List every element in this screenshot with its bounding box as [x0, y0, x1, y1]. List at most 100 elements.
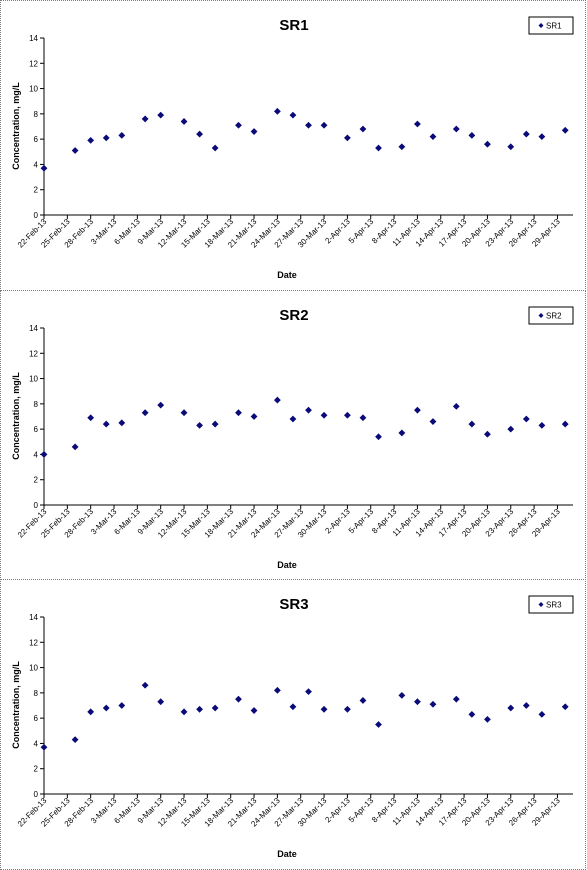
- data-point: [250, 707, 258, 714]
- x-axis-label: Date: [277, 560, 297, 570]
- data-point: [414, 406, 421, 414]
- y-tick-label: 14: [29, 34, 38, 43]
- y-tick-label: 12: [29, 59, 38, 68]
- data-point: [398, 143, 406, 151]
- legend-box: [528, 306, 574, 325]
- legend-marker-icon: [538, 23, 544, 28]
- y-tick-label: 8: [34, 110, 39, 119]
- data-point: [522, 130, 530, 138]
- data-point: [273, 396, 281, 404]
- x-axis-label: Date: [277, 270, 297, 280]
- data-point: [320, 411, 328, 419]
- chart-svg-2: SR20246810121422-Feb-1325-Feb-1328-Feb-1…: [11, 306, 574, 570]
- y-tick-label: 4: [34, 739, 39, 748]
- data-point: [484, 716, 491, 723]
- legend-label: SR2: [546, 312, 562, 321]
- data-point: [157, 401, 165, 409]
- data-point: [141, 409, 149, 417]
- y-tick-label: 4: [34, 450, 39, 459]
- data-point: [196, 421, 203, 429]
- y-tick-label: 10: [29, 85, 38, 94]
- data-point: [538, 710, 546, 718]
- data-point: [196, 705, 203, 713]
- data-point: [235, 121, 242, 129]
- data-point: [196, 130, 203, 138]
- legend-marker-icon: [538, 602, 544, 607]
- data-point: [452, 402, 460, 410]
- data-point: [343, 411, 351, 419]
- data-point: [452, 125, 460, 133]
- data-point: [273, 107, 281, 115]
- data-point: [157, 698, 165, 706]
- y-tick-label: 6: [34, 425, 39, 434]
- data-point: [157, 111, 165, 119]
- y-axis-label: Concentration, mg/L: [11, 82, 21, 170]
- data-point: [522, 702, 530, 709]
- data-point: [87, 137, 95, 144]
- data-point: [343, 705, 351, 713]
- chart-panel-3: SR3 0 2 4 6 8 10 12 14 22-Feb-13 25-Feb-13 28-Feb-1…: [0, 579, 586, 870]
- data-point: [429, 700, 437, 708]
- y-tick-label: 6: [34, 714, 39, 723]
- data-point: [180, 118, 188, 125]
- y-tick-label: 12: [29, 638, 38, 647]
- data-point: [211, 144, 219, 152]
- data-point: [102, 420, 110, 428]
- data-point: [250, 128, 258, 135]
- data-point: [211, 704, 219, 712]
- data-point: [250, 413, 258, 420]
- data-point: [375, 721, 382, 728]
- data-point: [484, 430, 491, 438]
- data-point: [561, 703, 569, 711]
- data-point: [398, 691, 406, 699]
- data-point: [320, 705, 328, 713]
- data-point: [414, 120, 421, 128]
- data-point: [289, 111, 297, 119]
- y-tick-label: 0: [34, 501, 39, 510]
- chart-title: SR1: [279, 17, 308, 34]
- data-point: [289, 703, 297, 711]
- y-tick-label: 8: [34, 400, 39, 409]
- x-axis-label: Date: [277, 849, 297, 859]
- data-point: [40, 743, 48, 751]
- chart-svg-3: SR30246810121422-Feb-1325-Feb-1328-Feb-1…: [11, 595, 574, 859]
- y-tick-label: 2: [34, 476, 39, 485]
- data-point: [398, 429, 406, 437]
- y-tick-label: 10: [29, 375, 38, 384]
- data-point: [289, 415, 297, 423]
- data-point: [468, 420, 476, 428]
- legend-box: [528, 16, 574, 35]
- data-point: [468, 131, 476, 139]
- data-point: [375, 144, 382, 152]
- chart-svg-1: SR10246810121422-Feb-1325-Feb-1328-Feb-1…: [11, 16, 574, 280]
- y-tick-label: 12: [29, 349, 38, 358]
- y-tick-label: 2: [34, 186, 39, 195]
- data-point: [235, 409, 242, 417]
- data-point: [375, 433, 382, 441]
- y-tick-label: 2: [34, 765, 39, 774]
- data-point: [507, 143, 515, 151]
- data-point: [507, 704, 515, 712]
- data-point: [71, 147, 79, 154]
- y-axis-label: Concentration, mg/L: [11, 372, 21, 460]
- data-point: [273, 686, 281, 694]
- data-point: [320, 121, 328, 129]
- y-tick-label: 6: [34, 135, 39, 144]
- data-point: [468, 710, 476, 718]
- data-point: [40, 451, 48, 458]
- data-point: [414, 698, 421, 706]
- data-point: [118, 702, 126, 709]
- data-point: [561, 420, 569, 428]
- data-point: [87, 708, 95, 716]
- data-point: [305, 121, 312, 129]
- y-tick-label: 4: [34, 160, 39, 169]
- data-point: [452, 695, 460, 703]
- data-point: [561, 126, 569, 134]
- data-point: [359, 125, 367, 133]
- data-point: [359, 697, 367, 704]
- data-point: [211, 420, 219, 428]
- data-point: [180, 409, 188, 417]
- y-tick-label: 10: [29, 664, 38, 673]
- chart-panel-2: SR2 0 2 4 6 8 10 12 14 22-Feb-13 25-Feb-13 28-Feb-1…: [0, 290, 586, 580]
- legend-box: [528, 595, 574, 614]
